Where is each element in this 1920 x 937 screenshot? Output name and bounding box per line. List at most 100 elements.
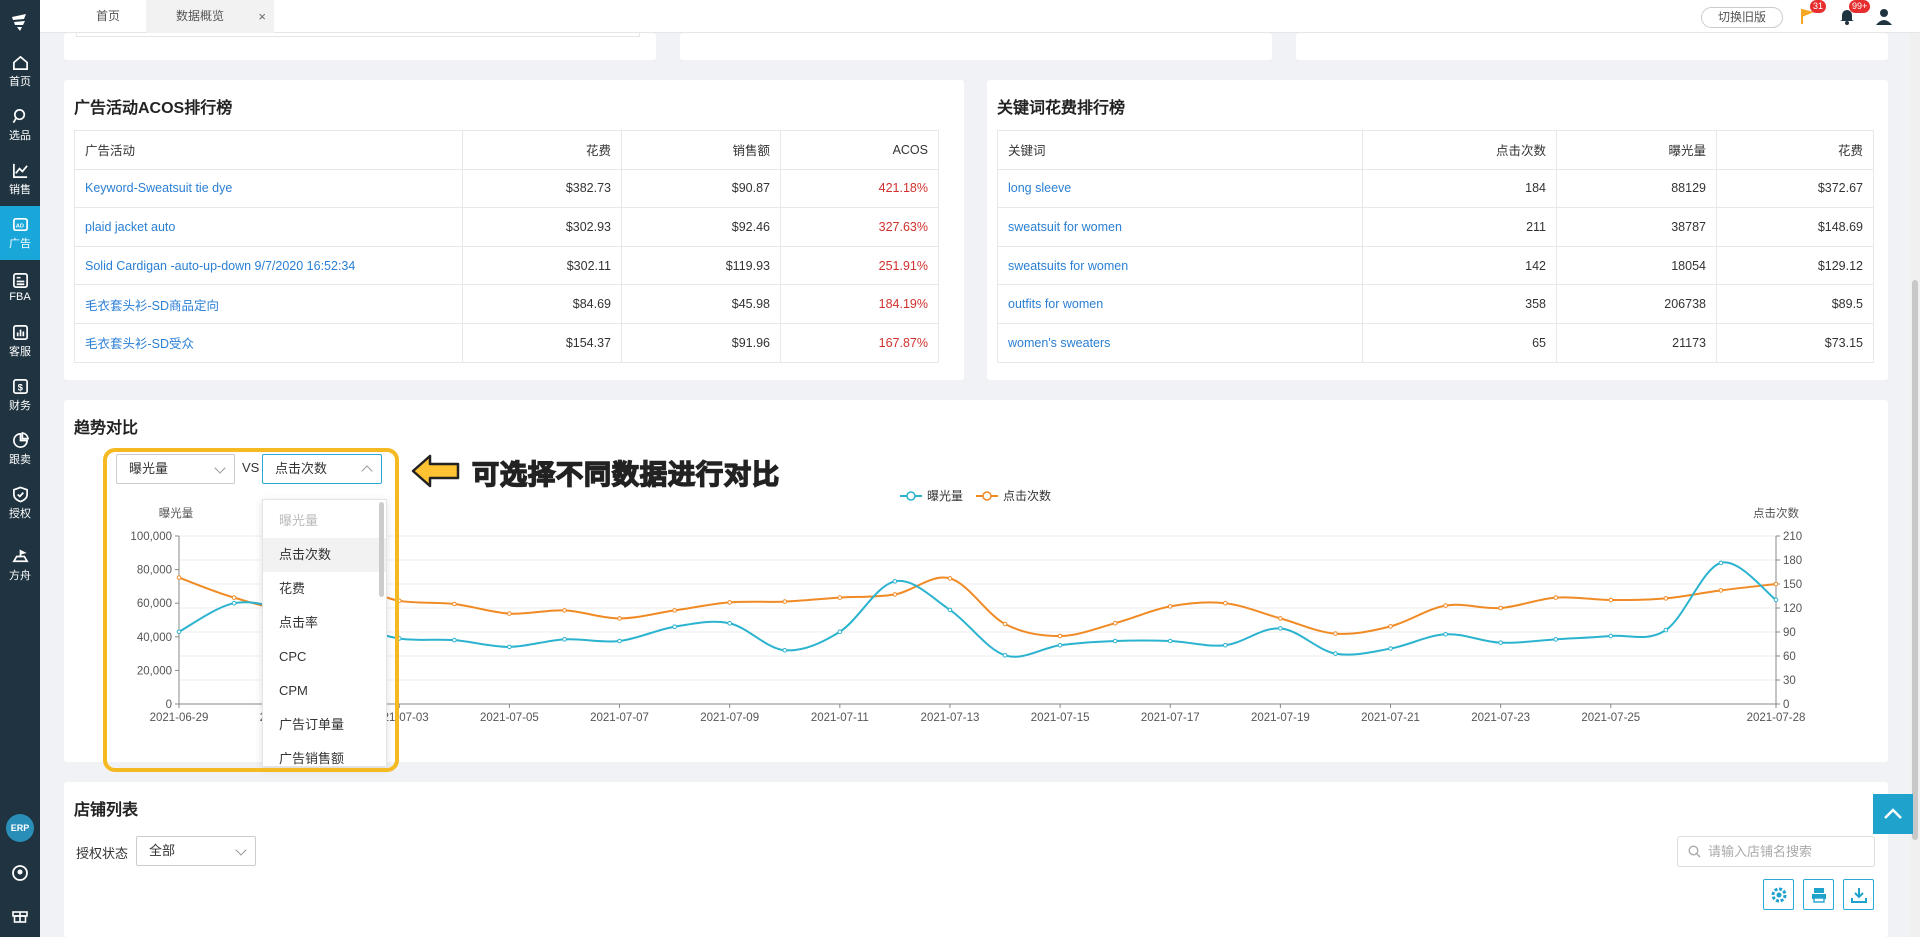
dropdown-option[interactable]: 点击次数 — [263, 538, 386, 572]
switch-old-version-button[interactable]: 切换旧版 — [1701, 7, 1783, 28]
y-tick-label-left: 60,000 — [137, 598, 172, 610]
keyword-cell: 142 — [1362, 245, 1557, 286]
acos-header-cell[interactable]: 广告活动 — [74, 130, 463, 170]
sidebar-item-1[interactable]: 选品 — [0, 98, 40, 152]
dropdown-option[interactable]: CPM — [279, 683, 308, 698]
data-point-clicks — [727, 600, 732, 605]
gift-icon[interactable] — [0, 893, 40, 937]
back-to-top-button[interactable] — [1873, 794, 1913, 834]
keyword-header-cell[interactable]: 点击次数 — [1362, 130, 1557, 170]
sidebar-item-8[interactable]: 授权 — [0, 476, 40, 530]
sidebar-item-0[interactable]: 首页 — [0, 44, 40, 98]
erp-badge[interactable]: ERP — [6, 814, 34, 842]
sidebar-item-label: 财务 — [9, 399, 31, 412]
acos-cell: $154.37 — [462, 322, 622, 363]
sidebar-item-label: 广告 — [9, 237, 31, 250]
data-point-impressions — [1498, 640, 1503, 645]
auth-status-select[interactable]: 全部 — [136, 836, 256, 866]
x-tick-label: 2021-07-19 — [1251, 712, 1310, 724]
settings-button[interactable] — [1763, 879, 1794, 910]
sidebar-item-9[interactable]: 方舟 — [0, 538, 40, 592]
keyword-name-link[interactable]: outfits for women — [997, 284, 1363, 324]
acos-cell: $84.69 — [462, 284, 622, 324]
keyword-name-link[interactable]: women's sweaters — [997, 322, 1363, 363]
acos-name-link[interactable]: Solid Cardigan -auto-up-down 9/7/2020 16… — [74, 245, 463, 286]
keyword-header-cell[interactable]: 关键词 — [997, 130, 1363, 170]
data-point-clicks — [1443, 603, 1448, 608]
trend-title: 趋势对比 — [74, 420, 139, 437]
keyword-name-link[interactable]: sweatsuit for women — [997, 207, 1363, 247]
bar-chart-icon — [12, 324, 28, 340]
y-axis-title-right: 点击次数 — [1753, 506, 1799, 520]
print-button[interactable] — [1803, 879, 1834, 910]
store-list-card: 店铺列表 — [64, 782, 1888, 937]
dropdown-option[interactable]: 广告销售额 — [279, 751, 345, 766]
keyword-header-cell[interactable]: 花费 — [1716, 130, 1874, 170]
bell-badge: 99+ — [1849, 0, 1871, 13]
tab-home[interactable]: 首页 — [96, 9, 121, 23]
data-point-clicks — [1223, 600, 1228, 606]
data-point-clicks — [562, 608, 567, 613]
data-point-impressions — [1773, 597, 1779, 603]
x-tick-label: 2021-06-29 — [150, 712, 209, 724]
bell-icon[interactable]: 99+ — [1837, 0, 1871, 28]
x-tick-label: 2021-07-15 — [1031, 712, 1090, 724]
acos-name-link[interactable]: 毛衣套头衫-SD受众 — [74, 322, 463, 363]
page-scroll-thumb[interactable] — [1912, 280, 1918, 840]
sidebar-item-7[interactable]: 跟卖 — [0, 422, 40, 476]
acos-header-cell[interactable]: ACOS — [780, 130, 939, 170]
user-avatar[interactable] — [1874, 6, 1896, 28]
acos-name-link[interactable]: plaid jacket auto — [74, 207, 463, 247]
app-logo[interactable] — [0, 0, 40, 44]
data-point-impressions — [231, 600, 237, 606]
sidebar-item-2[interactable]: 销售 — [0, 152, 40, 206]
dropdown-option[interactable]: CPC — [279, 649, 307, 664]
sidebar-item-label: 跟卖 — [9, 453, 31, 466]
data-point-clicks — [1553, 595, 1559, 600]
dropdown-option[interactable]: 花费 — [279, 581, 306, 596]
metric-select-right[interactable]: 点击次数 — [262, 454, 382, 484]
acos-name-link[interactable]: Keyword-Sweatsuit tie dye — [74, 168, 463, 209]
keyword-name-link[interactable]: long sleeve — [997, 168, 1363, 209]
acos-header-cell[interactable]: 销售额 — [621, 130, 781, 170]
keyword-cell: $89.5 — [1716, 284, 1874, 324]
sidebar-item-5[interactable]: 客服 — [0, 314, 40, 368]
dropdown-option[interactable]: 点击率 — [279, 615, 319, 630]
keyword-header-row: 关键词 点击次数 曝光量 花费 — [997, 130, 1874, 170]
metric-select-left[interactable]: 曝光量 — [116, 454, 235, 484]
dropdown-option[interactable]: 广告订单量 — [279, 717, 345, 732]
acos-name-link[interactable]: 毛衣套头衫-SD商品定向 — [74, 284, 463, 324]
flag-icon[interactable]: 31 — [1798, 0, 1827, 28]
keyword-cell: 211 — [1362, 207, 1557, 247]
print-icon — [1811, 887, 1826, 903]
keyword-cell: 206738 — [1556, 284, 1717, 324]
sidebar-item-6[interactable]: $ 财务 — [0, 368, 40, 422]
acos-cell: 251.91% — [780, 245, 939, 286]
store-search-input[interactable]: 请输入店铺名搜索 — [1677, 836, 1875, 867]
data-point-clicks — [1388, 624, 1393, 629]
dropdown-option: 曝光量 — [279, 513, 319, 528]
acos-header-cell[interactable]: 花费 — [462, 130, 622, 170]
tab-data-overview[interactable]: 数据概览 × — [146, 0, 274, 33]
service-icon[interactable] — [0, 853, 40, 893]
data-point-impressions — [1167, 638, 1173, 644]
close-icon[interactable]: × — [258, 9, 266, 24]
data-point-impressions — [617, 638, 622, 644]
data-point-impressions — [1223, 642, 1228, 648]
data-point-impressions — [1002, 652, 1008, 658]
keyword-name-link[interactable]: sweatsuits for women — [997, 245, 1363, 286]
keyword-cell: $73.15 — [1716, 322, 1874, 363]
data-point-impressions — [727, 621, 732, 626]
sidebar-item-label: 客服 — [9, 345, 31, 358]
pie-chart-icon — [12, 431, 29, 448]
download-button[interactable] — [1843, 879, 1874, 910]
acos-ranking-title: 广告活动ACOS排行榜 — [74, 100, 233, 117]
y-axis-title-left: 曝光量 — [159, 506, 194, 520]
dropdown-scrollbar[interactable] — [379, 502, 384, 597]
sidebar-item-4[interactable]: FBA — [0, 260, 40, 314]
data-point-impressions — [176, 629, 182, 635]
sidebar-item-3[interactable]: AD 广告 — [0, 206, 40, 260]
x-tick-label: 2021-07-05 — [480, 712, 539, 724]
data-point-clicks — [1718, 588, 1724, 593]
keyword-header-cell[interactable]: 曝光量 — [1556, 130, 1717, 170]
